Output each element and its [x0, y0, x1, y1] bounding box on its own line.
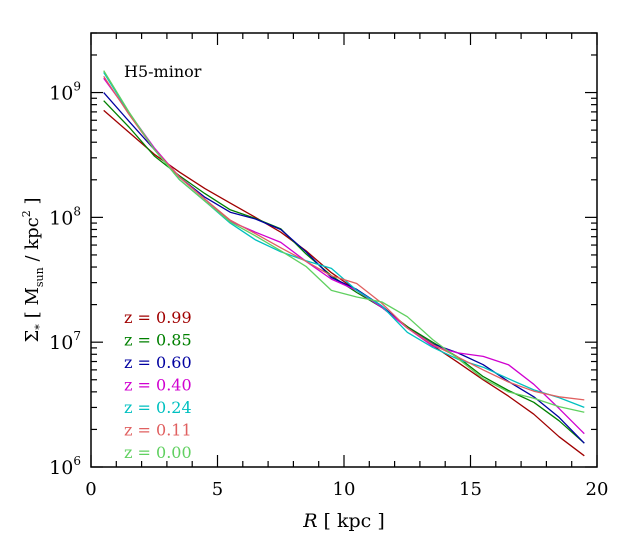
y-tick-label: 107	[49, 329, 81, 354]
series-line-6	[103, 70, 585, 413]
series-lines	[103, 70, 585, 457]
x-tick-label: 15	[459, 479, 482, 500]
series-line-0	[103, 109, 585, 457]
legend-entry: z = 0.85	[124, 331, 192, 350]
legend-entry: z = 0.40	[124, 376, 192, 395]
legend-entry: z = 0.24	[124, 398, 192, 417]
x-tick-label: 10	[333, 479, 356, 500]
y-axis-label: Σ*[ Msun / kpc2 ]	[20, 197, 46, 342]
legend-entry: z = 0.11	[124, 421, 192, 440]
series-line-5	[103, 75, 585, 401]
plot-frame	[90, 32, 598, 468]
x-tick-label: 5	[212, 479, 223, 500]
chart-annotation: H5-minor	[124, 62, 202, 81]
legend-entry: z = 0.60	[124, 353, 192, 372]
legend: z = 0.99 z = 0.85 z = 0.60 z = 0.40 z = 0.24…	[124, 308, 192, 462]
y-tick-label: 106	[49, 454, 81, 479]
x-tick-label: 20	[586, 479, 609, 500]
tick-labels: 0 5 10 15 20 106 107 108 109	[49, 80, 608, 500]
y-tick-label: 109	[49, 80, 81, 105]
x-tick-label: 0	[85, 479, 96, 500]
y-tick-label: 108	[49, 204, 81, 229]
legend-entry: z = 0.99	[124, 308, 192, 327]
axis-ticks	[90, 32, 598, 468]
legend-entry: z = 0.00	[124, 443, 192, 462]
x-axis-label: R [ kpc ]	[302, 510, 385, 532]
